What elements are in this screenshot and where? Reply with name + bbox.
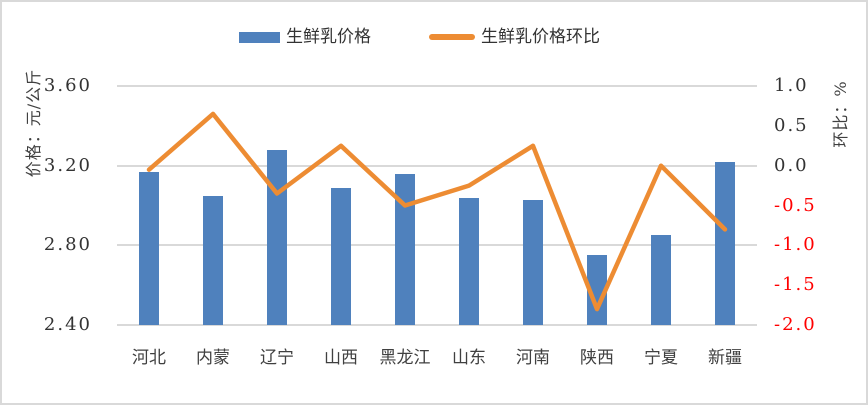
left-axis-tick: 2.40 [43,314,92,335]
line-series-swatch [429,34,475,40]
legend-item-mom: 生鲜乳价格环比 [429,28,600,46]
right-axis-tick: 0.5 [774,114,809,136]
gridline [117,164,757,167]
x-axis-label: 河北 [132,348,166,368]
legend: 生鲜乳价格 生鲜乳价格环比 [239,28,600,46]
right-axis-tick: -2.0 [774,314,817,335]
right-axis-tick: -1.5 [774,274,817,296]
gridline [117,244,757,247]
right-axis-tick: 1.0 [774,75,809,96]
bar [651,235,671,325]
bar [523,199,543,325]
right-axis-title: 环比：% [831,80,850,148]
x-axis-label: 黑龙江 [379,348,431,368]
right-axis-tick: -0.5 [774,194,817,216]
line-series-path [146,111,728,312]
x-axis-label: 内蒙 [196,348,230,368]
bar [267,149,287,325]
x-axis-label: 山西 [324,348,358,368]
legend-label-price: 生鲜乳价格 [286,27,371,47]
x-axis-label: 辽宁 [260,348,294,368]
x-axis-label: 陕西 [580,348,614,368]
plot-area [117,85,757,326]
bar [395,173,415,325]
bar [139,171,159,325]
legend-item-price: 生鲜乳价格 [239,28,371,46]
right-axis-tick: 0.0 [774,154,809,176]
line-series [146,111,728,312]
x-axis-label: 山东 [452,348,486,368]
bar [715,161,735,325]
bar-series-swatch [239,31,280,43]
x-axis-label: 河南 [516,348,550,368]
left-axis-tick: 3.20 [43,154,92,176]
gridline [117,85,757,87]
bar [203,195,223,325]
right-axis-tick: -1.0 [774,234,817,256]
left-axis-tick: 2.80 [43,234,92,256]
gridline [117,324,757,326]
bar [331,187,351,325]
bar [587,255,607,325]
bar [459,197,479,325]
x-axis-label: 新疆 [708,348,742,368]
left-axis-tick: 3.60 [43,75,92,96]
legend-label-mom: 生鲜乳价格环比 [481,27,600,47]
x-axis-label: 宁夏 [644,348,678,368]
